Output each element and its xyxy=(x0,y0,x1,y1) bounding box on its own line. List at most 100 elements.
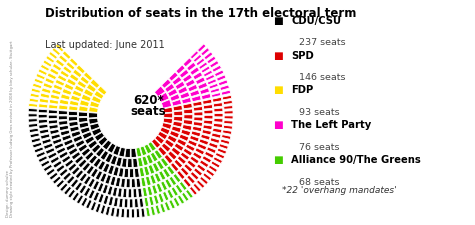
Wedge shape xyxy=(39,129,49,134)
Wedge shape xyxy=(201,48,209,56)
Wedge shape xyxy=(92,144,101,153)
Wedge shape xyxy=(121,209,124,218)
Wedge shape xyxy=(198,44,206,52)
Wedge shape xyxy=(203,173,211,181)
Wedge shape xyxy=(162,191,169,201)
Wedge shape xyxy=(175,81,185,90)
Wedge shape xyxy=(204,120,213,124)
Wedge shape xyxy=(220,85,229,90)
Wedge shape xyxy=(123,189,127,198)
Wedge shape xyxy=(178,195,185,204)
Wedge shape xyxy=(69,122,78,127)
Wedge shape xyxy=(126,179,130,188)
Wedge shape xyxy=(167,135,177,143)
Wedge shape xyxy=(72,192,79,201)
Wedge shape xyxy=(203,105,213,109)
Wedge shape xyxy=(108,165,114,175)
Wedge shape xyxy=(95,132,104,141)
Wedge shape xyxy=(191,131,200,137)
Wedge shape xyxy=(59,151,68,159)
Wedge shape xyxy=(136,209,140,218)
Wedge shape xyxy=(31,88,40,93)
Wedge shape xyxy=(49,125,58,129)
Wedge shape xyxy=(186,144,195,151)
Wedge shape xyxy=(169,200,175,209)
Wedge shape xyxy=(75,85,84,93)
Wedge shape xyxy=(86,165,95,175)
Wedge shape xyxy=(179,134,189,141)
Wedge shape xyxy=(217,75,226,81)
Wedge shape xyxy=(66,143,76,151)
Wedge shape xyxy=(70,126,79,132)
Wedge shape xyxy=(156,183,162,193)
Wedge shape xyxy=(127,159,132,168)
Wedge shape xyxy=(173,105,182,111)
Wedge shape xyxy=(177,171,185,180)
Wedge shape xyxy=(221,90,231,95)
Wedge shape xyxy=(173,197,180,207)
Wedge shape xyxy=(179,182,187,191)
Wedge shape xyxy=(206,74,215,81)
Wedge shape xyxy=(30,133,39,138)
Wedge shape xyxy=(150,175,156,184)
Wedge shape xyxy=(49,68,59,75)
Wedge shape xyxy=(140,146,147,156)
Wedge shape xyxy=(194,168,202,176)
Wedge shape xyxy=(76,65,86,74)
Wedge shape xyxy=(56,180,65,188)
Wedge shape xyxy=(41,160,50,167)
Wedge shape xyxy=(192,126,202,132)
Wedge shape xyxy=(100,151,109,160)
Wedge shape xyxy=(68,189,76,198)
Wedge shape xyxy=(41,88,51,94)
Wedge shape xyxy=(89,107,98,112)
Wedge shape xyxy=(223,125,232,129)
Text: Alliance 90/The Greens: Alliance 90/The Greens xyxy=(291,155,421,165)
Wedge shape xyxy=(92,128,102,136)
Wedge shape xyxy=(211,161,220,168)
Wedge shape xyxy=(46,148,55,154)
Wedge shape xyxy=(158,131,168,140)
Wedge shape xyxy=(55,79,65,86)
Wedge shape xyxy=(163,168,171,178)
Wedge shape xyxy=(180,92,190,99)
Wedge shape xyxy=(102,140,112,150)
Wedge shape xyxy=(213,123,223,128)
Wedge shape xyxy=(30,93,39,98)
Text: 237 seats: 237 seats xyxy=(299,38,346,47)
Wedge shape xyxy=(130,169,134,178)
Wedge shape xyxy=(173,121,182,127)
Wedge shape xyxy=(209,83,218,89)
Wedge shape xyxy=(180,152,190,160)
Wedge shape xyxy=(38,115,47,118)
Wedge shape xyxy=(62,51,71,59)
Wedge shape xyxy=(141,177,146,187)
Wedge shape xyxy=(78,112,87,117)
Wedge shape xyxy=(43,83,53,89)
Wedge shape xyxy=(207,56,216,64)
Wedge shape xyxy=(177,156,186,164)
Wedge shape xyxy=(154,173,161,182)
Wedge shape xyxy=(81,148,91,157)
Wedge shape xyxy=(39,124,48,129)
Wedge shape xyxy=(62,135,71,141)
Wedge shape xyxy=(95,171,103,180)
Wedge shape xyxy=(66,78,76,86)
Wedge shape xyxy=(98,161,105,170)
Wedge shape xyxy=(156,160,164,170)
Wedge shape xyxy=(155,135,164,144)
Wedge shape xyxy=(107,186,113,195)
Wedge shape xyxy=(78,144,87,152)
Wedge shape xyxy=(187,175,195,184)
Wedge shape xyxy=(193,54,202,62)
Wedge shape xyxy=(34,78,43,84)
Wedge shape xyxy=(164,113,173,118)
Wedge shape xyxy=(48,110,57,114)
Wedge shape xyxy=(146,154,153,164)
Wedge shape xyxy=(162,99,171,108)
Wedge shape xyxy=(173,173,181,183)
Wedge shape xyxy=(190,67,199,75)
Wedge shape xyxy=(119,198,123,207)
Wedge shape xyxy=(57,147,66,154)
Wedge shape xyxy=(72,90,82,97)
